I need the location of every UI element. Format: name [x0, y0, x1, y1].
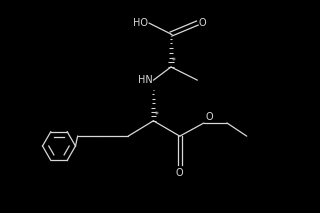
Text: O: O	[176, 168, 184, 178]
Text: *: *	[155, 111, 158, 120]
Text: HO: HO	[133, 18, 148, 28]
Text: *: *	[172, 57, 176, 66]
Text: O: O	[205, 112, 213, 122]
Text: O: O	[198, 18, 206, 28]
Text: HN: HN	[138, 75, 152, 85]
